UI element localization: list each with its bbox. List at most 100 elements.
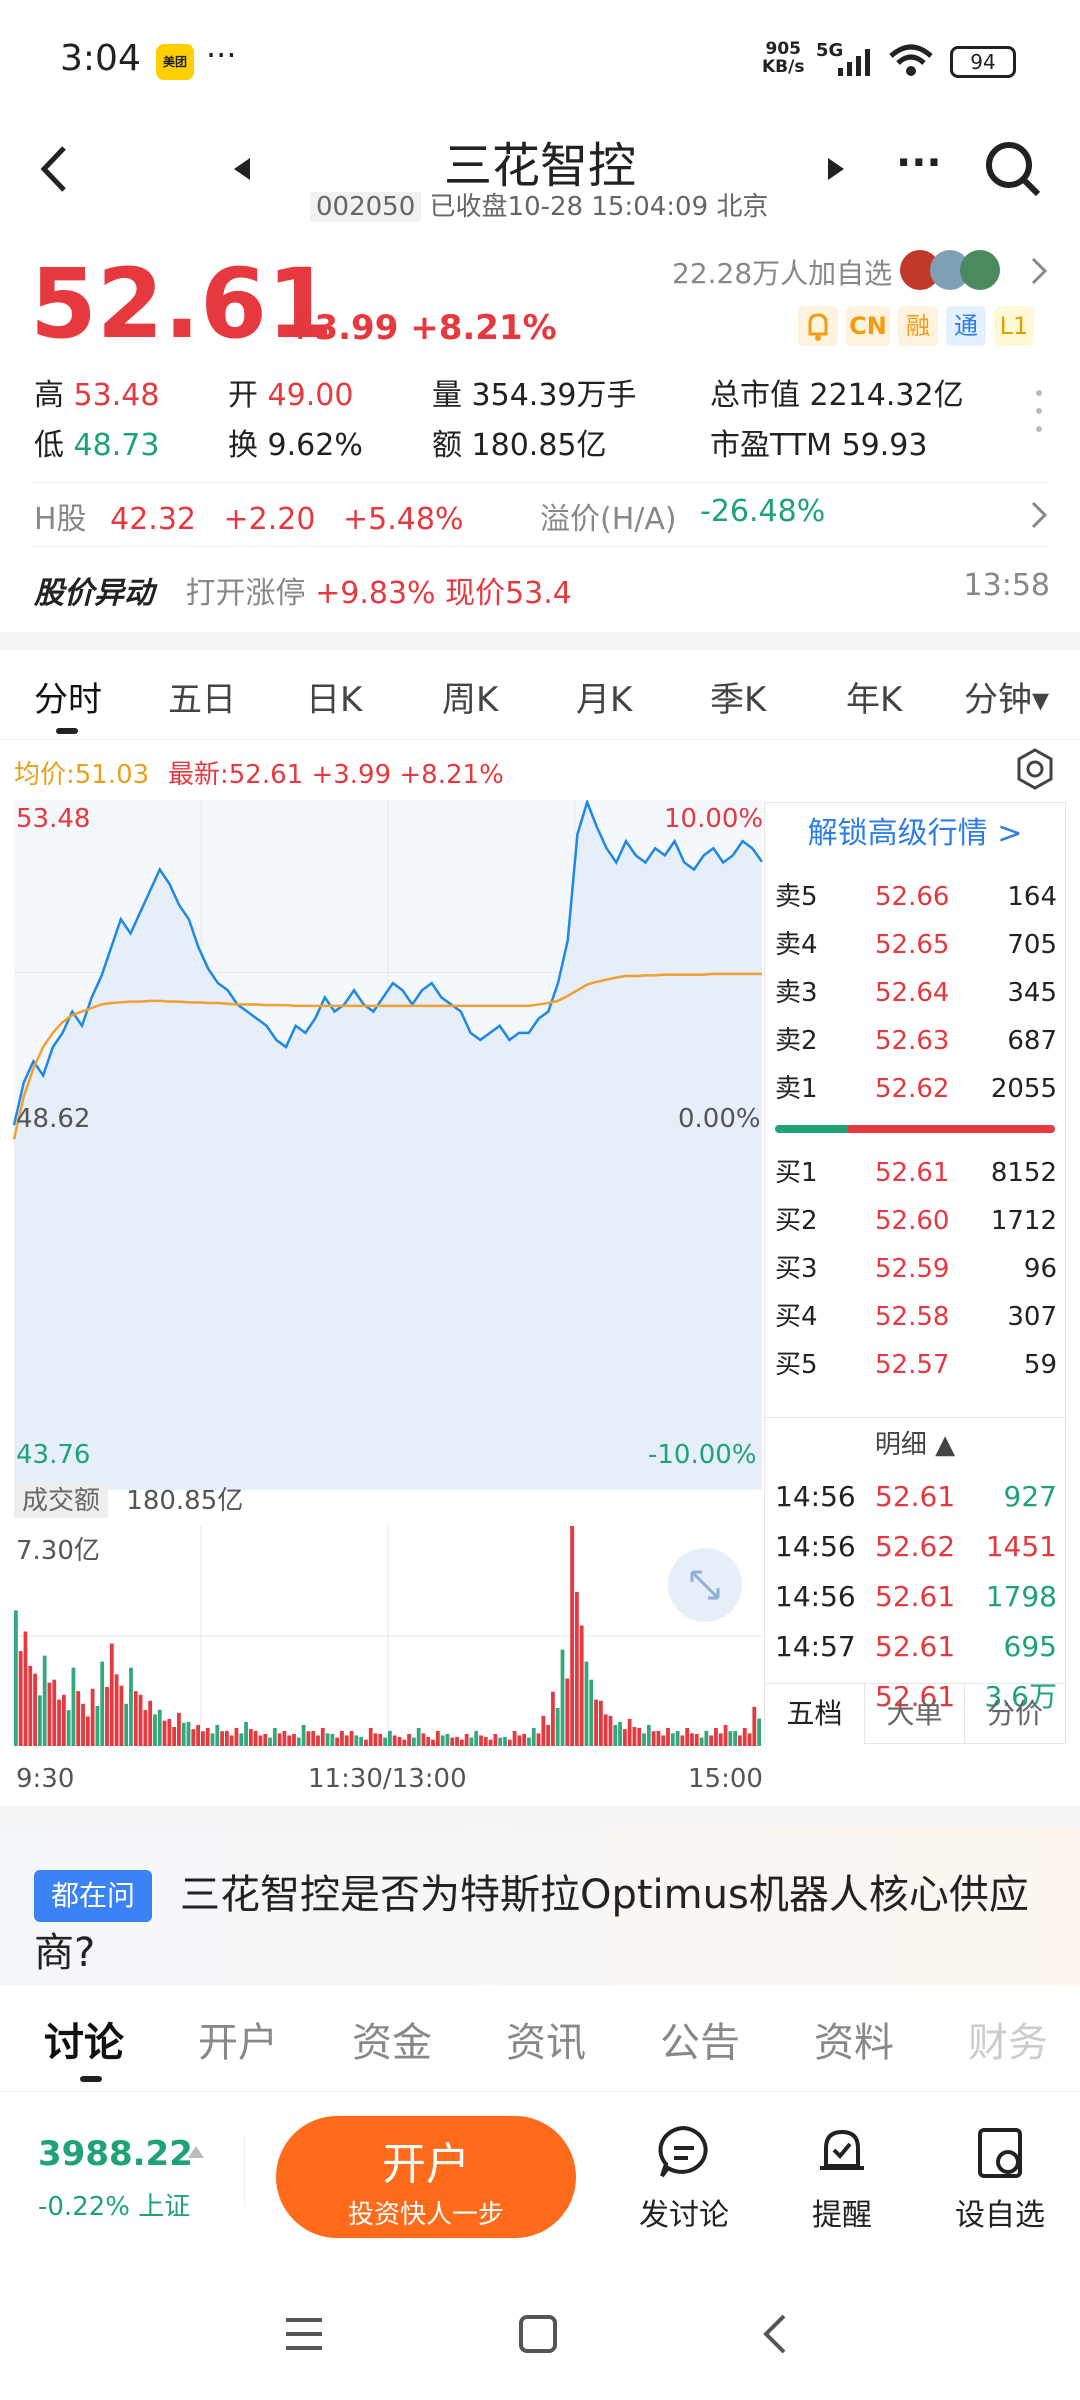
tab-discussion[interactable]: 讨论: [44, 2020, 124, 2066]
home-icon[interactable]: [518, 2314, 558, 2354]
volume-bar: [407, 1733, 411, 1746]
more-icon[interactable]: ···: [896, 140, 942, 186]
tab-open-account[interactable]: 开户: [198, 2020, 278, 2066]
search-icon[interactable]: [984, 140, 1042, 198]
volume-header: 成交额 180.85亿: [14, 1480, 243, 1518]
h-share-row[interactable]: H股 42.32 +2.20 +5.48% 溢价(H/A) -26.48%: [34, 494, 1050, 544]
trade-volume: 1798: [985, 1580, 1057, 1613]
caret-up-icon[interactable]: [186, 2144, 206, 2160]
tab-minute[interactable]: 分钟▾: [964, 680, 1050, 720]
chevron-right-icon[interactable]: [1030, 256, 1048, 286]
tab-announcements[interactable]: 公告: [660, 2020, 740, 2066]
expand-icon[interactable]: [668, 1548, 742, 1622]
price-alert-row[interactable]: 股价异动 打开涨停 +9.83% 现价53.4 13:58: [34, 568, 1050, 611]
trade-time: 14:56: [775, 1580, 856, 1613]
badge-margin[interactable]: 融: [898, 306, 938, 346]
badge-connect[interactable]: 通: [946, 306, 986, 346]
bell-icon[interactable]: [798, 306, 838, 346]
volume-bar: [220, 1731, 224, 1746]
volume-bar: [680, 1735, 685, 1746]
ask-label: 卖3: [775, 978, 818, 1008]
volume-bar: [637, 1727, 642, 1746]
volume-bar: [277, 1733, 282, 1746]
bid-price: 52.59: [875, 1254, 950, 1284]
volume-bar: [18, 1651, 23, 1746]
chat-icon: [658, 2125, 708, 2178]
volume-bar: [555, 1708, 560, 1746]
back-icon[interactable]: [36, 144, 70, 194]
volume-bar: [531, 1727, 536, 1746]
volume-bar: [52, 1679, 57, 1746]
volume-bar: [37, 1695, 42, 1746]
volume-bar: [642, 1733, 646, 1746]
tab-yearly-k[interactable]: 年K: [846, 680, 903, 720]
volume-bar: [71, 1667, 76, 1746]
volume-bar: [66, 1710, 71, 1746]
unlock-advanced-link[interactable]: 解锁高级行情 >: [807, 816, 1023, 851]
ask-label: 卖4: [775, 930, 818, 960]
volume-bar: [517, 1735, 522, 1746]
open-account-button[interactable]: 开户 投资快人一步: [276, 2116, 576, 2238]
volume-bar: [359, 1736, 364, 1746]
trade-volume: 695: [1003, 1630, 1057, 1663]
menu-icon[interactable]: [284, 2316, 324, 2352]
stock-title: 三花智控: [443, 138, 636, 194]
more-notifications-icon: ···: [206, 36, 237, 74]
trade-volume: 927: [1003, 1480, 1057, 1513]
bid-label: 买1: [775, 1158, 818, 1188]
volume-bar: [622, 1729, 627, 1746]
tab-financials[interactable]: 财务: [968, 2020, 1048, 2066]
volume-bar: [23, 1631, 28, 1746]
alert-button[interactable]: 提醒: [782, 2122, 902, 2234]
volume-bar: [57, 1699, 61, 1746]
stat-market-cap: 总市值 2214.32亿: [710, 378, 964, 413]
index-value[interactable]: 3988.22: [38, 2134, 193, 2174]
tab-monthly-k[interactable]: 月K: [576, 680, 633, 720]
tab-news[interactable]: 资讯: [506, 2020, 586, 2066]
badge-l1[interactable]: L1: [994, 306, 1034, 346]
followers-count[interactable]: 22.28万人加自选: [672, 257, 893, 290]
volume-bar: [646, 1724, 651, 1746]
avg-price-line: [12, 972, 762, 1140]
status-bar: 3:04 美团 ··· 905 KB/s 5G 94: [0, 0, 1080, 120]
tab-large-orders[interactable]: 大单: [865, 1684, 965, 1744]
post-discussion-button[interactable]: 发讨论: [624, 2122, 744, 2234]
volume-bar: [244, 1721, 248, 1746]
volume-bar: [421, 1733, 426, 1746]
question-banner[interactable]: 都在问 三花智控是否为特斯拉Optimus机器人核心供应商?: [0, 1826, 1080, 1986]
tab-quarterly-k[interactable]: 季K: [710, 680, 767, 720]
add-watchlist-button[interactable]: 设自选: [940, 2122, 1060, 2234]
expand-stats-icon[interactable]: [1036, 390, 1044, 450]
bid-row: 买1 52.61 8152: [765, 1149, 1065, 1197]
volume-bar: [133, 1691, 138, 1746]
volume-bar: [459, 1739, 464, 1746]
volume-bar: [397, 1736, 402, 1746]
volume-bar: [263, 1733, 268, 1746]
stock-header: 三花智控 002050 已收盘10-28 15:04:09 北京 ···: [0, 120, 1080, 230]
volume-bar: [378, 1733, 383, 1746]
back-nav-icon[interactable]: [760, 2312, 790, 2356]
settings-icon[interactable]: [1012, 746, 1058, 792]
volume-bar: [488, 1739, 493, 1746]
prev-stock-icon[interactable]: [232, 156, 252, 182]
volume-bar: [354, 1735, 359, 1746]
tab-weekly-k[interactable]: 周K: [442, 680, 499, 720]
ask-label: 卖1: [775, 1074, 818, 1104]
tab-daily-k[interactable]: 日K: [306, 680, 363, 720]
badge-cn[interactable]: CN: [846, 306, 890, 346]
next-stock-icon[interactable]: [826, 156, 846, 182]
tab-five-level[interactable]: 五档: [765, 1684, 865, 1744]
net-speed: 905 KB/s: [762, 39, 805, 77]
detail-toggle[interactable]: 明细 ▲: [874, 1430, 956, 1460]
bid-label: 买4: [775, 1302, 818, 1332]
tab-5day[interactable]: 五日: [168, 680, 236, 720]
alert-label: 股价异动: [34, 576, 154, 611]
volume-bar: [335, 1737, 340, 1746]
tab-profile[interactable]: 资料: [814, 2020, 894, 2066]
tab-intraday[interactable]: 分时: [34, 680, 102, 720]
volume-bar: [627, 1718, 632, 1746]
volume-bar: [100, 1661, 105, 1746]
tab-funds[interactable]: 资金: [352, 2020, 432, 2066]
tab-price-distribution[interactable]: 分价: [986, 1697, 1043, 1730]
intraday-chart[interactable]: [0, 800, 764, 1550]
